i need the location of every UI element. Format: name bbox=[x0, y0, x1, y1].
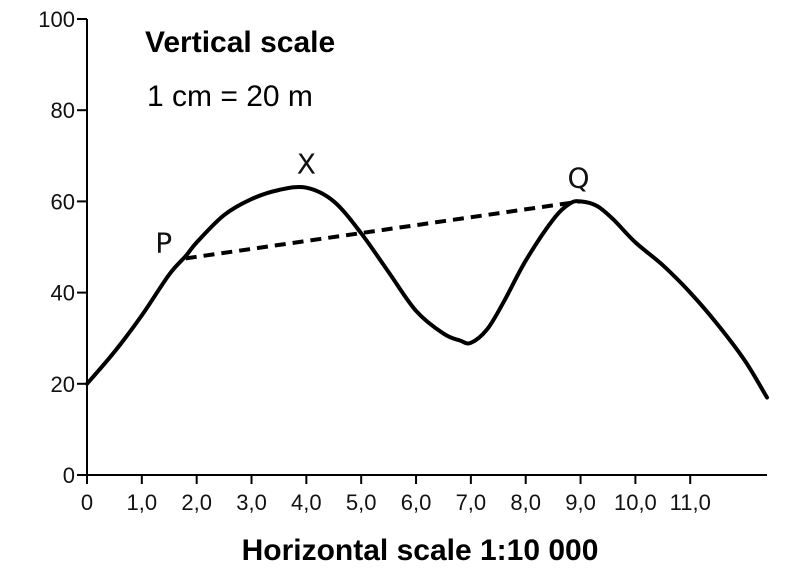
x-tick-label: 8,0 bbox=[510, 490, 541, 515]
x-tick-label: 6,0 bbox=[401, 490, 432, 515]
x-tick-label: 1,0 bbox=[127, 490, 158, 515]
y-tick-label: 0 bbox=[63, 463, 75, 488]
y-tick-label: 60 bbox=[51, 189, 75, 214]
x-tick-label: 5,0 bbox=[346, 490, 377, 515]
y-tick-label: 20 bbox=[51, 372, 75, 397]
y-tick-label: 40 bbox=[51, 281, 75, 306]
x-tick-label: 2,0 bbox=[181, 490, 212, 515]
x-ticks: 0 1,0 2,0 3,0 4,0 5,0 6,0 7,0 8,0 9,0 10,0 11,0 bbox=[81, 475, 711, 515]
line-of-sight-dashed bbox=[185, 199, 581, 261]
point-label-q: Q bbox=[568, 161, 590, 194]
x-tick-label: 3,0 bbox=[236, 490, 267, 515]
x-tick-label: 10,0 bbox=[614, 490, 657, 515]
vertical-scale-value: 1 cm = 20 m bbox=[147, 80, 313, 113]
terrain-profile-line bbox=[85, 184, 769, 400]
series-layer bbox=[85, 184, 769, 400]
x-tick-label: 4,0 bbox=[291, 490, 322, 515]
point-label-x: X bbox=[297, 148, 316, 181]
y-tick-label: 80 bbox=[51, 98, 75, 123]
line-of-sight-layer bbox=[185, 199, 581, 261]
axes bbox=[86, 19, 767, 476]
x-tick-label: 11,0 bbox=[670, 490, 711, 515]
y-ticks: 0 20 40 60 80 100 bbox=[38, 7, 87, 488]
horizontal-scale-label: Horizontal scale 1:10 000 bbox=[242, 534, 599, 567]
y-tick-label: 100 bbox=[38, 7, 75, 32]
point-labels: P X Q bbox=[155, 148, 589, 260]
x-tick-label: 7,0 bbox=[456, 490, 487, 515]
x-tick-label: 9,0 bbox=[565, 490, 596, 515]
vertical-scale-title: Vertical scale bbox=[145, 26, 335, 59]
point-label-p: P bbox=[155, 226, 172, 259]
x-tick-label: 0 bbox=[81, 490, 93, 515]
